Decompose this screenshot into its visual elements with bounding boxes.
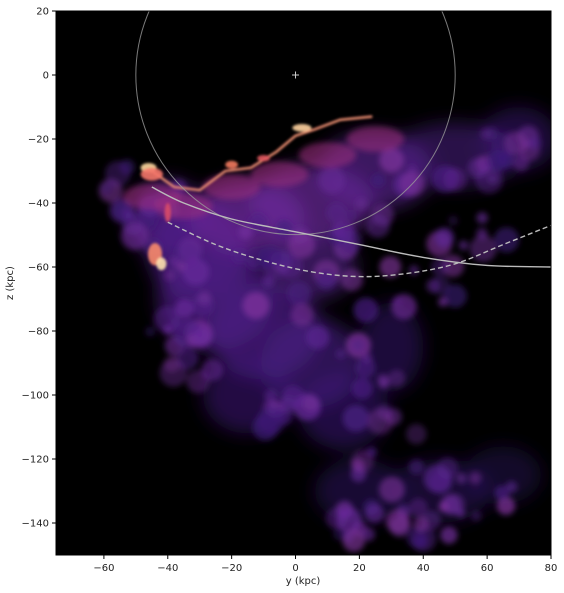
x-tick-label: −40 — [157, 563, 178, 574]
y-tick-label: −20 — [28, 135, 49, 146]
density-clumps — [98, 125, 542, 552]
x-tick-label: −60 — [93, 563, 114, 574]
orbit-solid-line — [151, 186, 551, 268]
x-axis-label: y (kpc) — [286, 576, 321, 587]
y-axis-label: z (kpc) — [5, 266, 16, 300]
reference-circle — [135, 11, 456, 236]
y-tick-label: −140 — [22, 519, 49, 530]
y-tick-label: 20 — [36, 7, 49, 18]
y-tick-label: −120 — [22, 455, 49, 466]
y-tick-label: 0 — [43, 71, 49, 82]
y-tick-label: −40 — [28, 199, 49, 210]
y-axis-ticks: 20 0 −20 −40 −60 −80 −100 −120 −140 — [22, 7, 56, 530]
x-tick-label: 80 — [545, 563, 558, 574]
center-plus-marker — [292, 71, 300, 79]
x-tick-label: 40 — [417, 563, 430, 574]
y-tick-label: −100 — [22, 391, 49, 402]
axes-frame — [55, 10, 552, 556]
y-tick-label: −80 — [28, 327, 49, 338]
x-tick-label: 0 — [292, 563, 298, 574]
bright-filaments — [140, 115, 373, 271]
x-tick-label: 20 — [353, 563, 366, 574]
x-tick-label: −20 — [221, 563, 242, 574]
x-axis-ticks: −60 −40 −20 0 20 40 60 80 — [93, 555, 557, 574]
y-tick-label: −60 — [28, 263, 49, 274]
x-tick-label: 60 — [481, 563, 494, 574]
orbit-dashed-line — [167, 221, 551, 278]
